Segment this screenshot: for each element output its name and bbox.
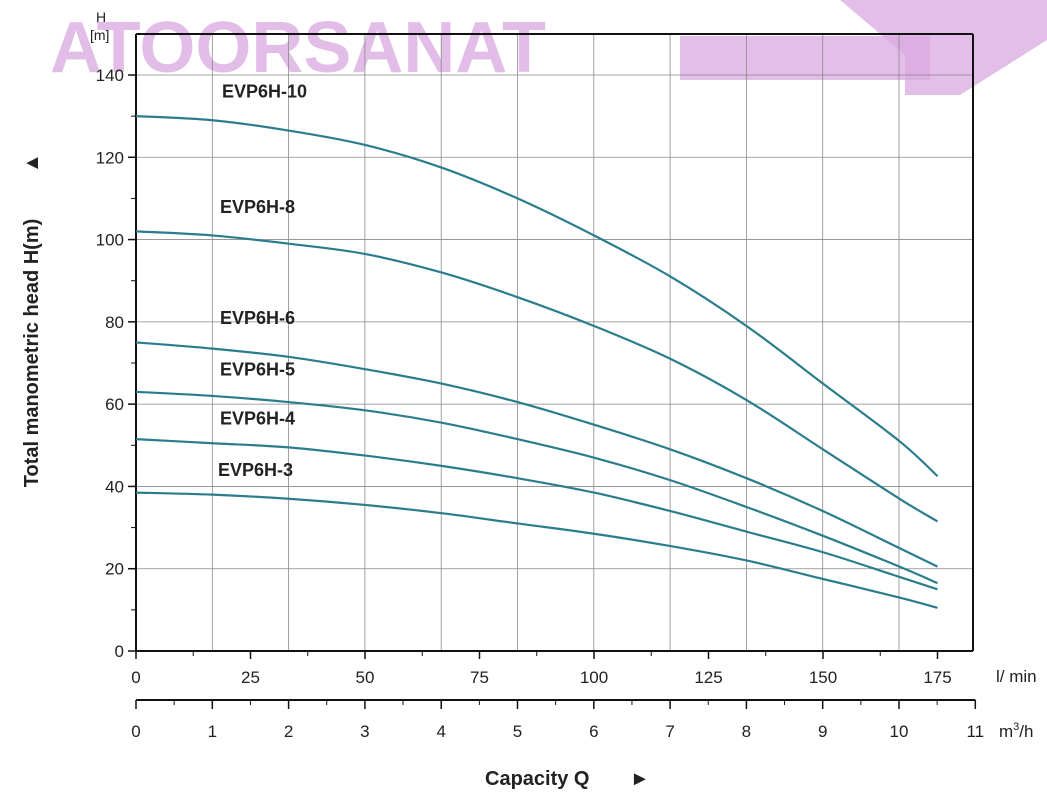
x-unit-secondary-base: m <box>999 722 1013 741</box>
x-tick-label-lmin: 175 <box>923 668 951 687</box>
x-tick-label-lmin: 50 <box>356 668 375 687</box>
x-tick-label-m3h: 3 <box>360 722 369 741</box>
x-tick-label-m3h: 2 <box>284 722 293 741</box>
watermark-gear-shape <box>840 0 1047 95</box>
y-tick-label: 40 <box>105 477 124 496</box>
series-line <box>135 341 938 568</box>
x-unit-secondary-sup: 3 <box>1013 721 1019 733</box>
x-tick-label-m3h: 5 <box>513 722 522 741</box>
y-unit-bottom: [m] <box>90 27 109 43</box>
y-axis-title-text: Total manometric head H(m) <box>21 219 43 488</box>
x-axis-arrow: ► <box>630 768 650 790</box>
series-line <box>135 438 938 591</box>
y-tick-label: 120 <box>96 148 124 167</box>
x-unit-secondary-tail: /h <box>1019 722 1033 741</box>
x-tick-label-lmin: 125 <box>694 668 722 687</box>
grid-layer <box>136 34 973 651</box>
x-tick-label-m3h: 10 <box>890 722 909 741</box>
series-line <box>135 115 939 477</box>
y-tick-label: 60 <box>105 395 124 414</box>
x-tick-label-lmin: 75 <box>470 668 489 687</box>
series-layer <box>135 115 939 609</box>
series-line <box>135 491 938 609</box>
series-label: EVP6H-4 <box>220 409 295 429</box>
watermark-text: ATOORSANAT <box>50 8 546 88</box>
x-unit-secondary: m3/h <box>999 721 1033 741</box>
x-tick-label-lmin: 100 <box>580 668 608 687</box>
x-unit-primary: l/ min <box>996 667 1037 686</box>
x-tick-label-m3h: 8 <box>742 722 751 741</box>
y-unit-top: H <box>96 9 106 25</box>
x-tick-label-m3h: 7 <box>665 722 674 741</box>
x-tick-label-lmin: 150 <box>809 668 837 687</box>
x-tick-label-m3h: 1 <box>208 722 217 741</box>
x-tick-label-m3h: 11 <box>966 722 984 741</box>
y-tick-label: 0 <box>115 642 124 661</box>
y-tick-label: 140 <box>96 66 124 85</box>
series-label: EVP6H-6 <box>220 308 295 328</box>
x-tick-label-m3h: 0 <box>131 722 140 741</box>
x-axis-title: Capacity Q <box>485 768 589 790</box>
series-label: EVP6H-5 <box>220 359 295 379</box>
series-line <box>135 390 938 585</box>
y-tick-label: 80 <box>105 313 124 332</box>
x-tick-label-lmin: 25 <box>241 668 260 687</box>
series-line <box>135 230 939 523</box>
x-tick-label-m3h: 9 <box>818 722 827 741</box>
x-tick-label-m3h: 4 <box>436 722 445 741</box>
series-label: EVP6H-8 <box>220 197 295 217</box>
y-axis-title: Total manometric head H(m) ▲ <box>21 153 43 487</box>
series-label: EVP6H-10 <box>222 82 307 102</box>
x-tick-label-m3h: 6 <box>589 722 598 741</box>
y-tick-label: 20 <box>105 560 124 579</box>
series-label: EVP6H-3 <box>218 460 293 480</box>
x-tick-label-lmin: 0 <box>131 668 140 687</box>
y-tick-label: 100 <box>96 231 124 250</box>
watermark-shape <box>680 36 930 80</box>
y-axis-arrow: ▲ <box>21 153 43 173</box>
